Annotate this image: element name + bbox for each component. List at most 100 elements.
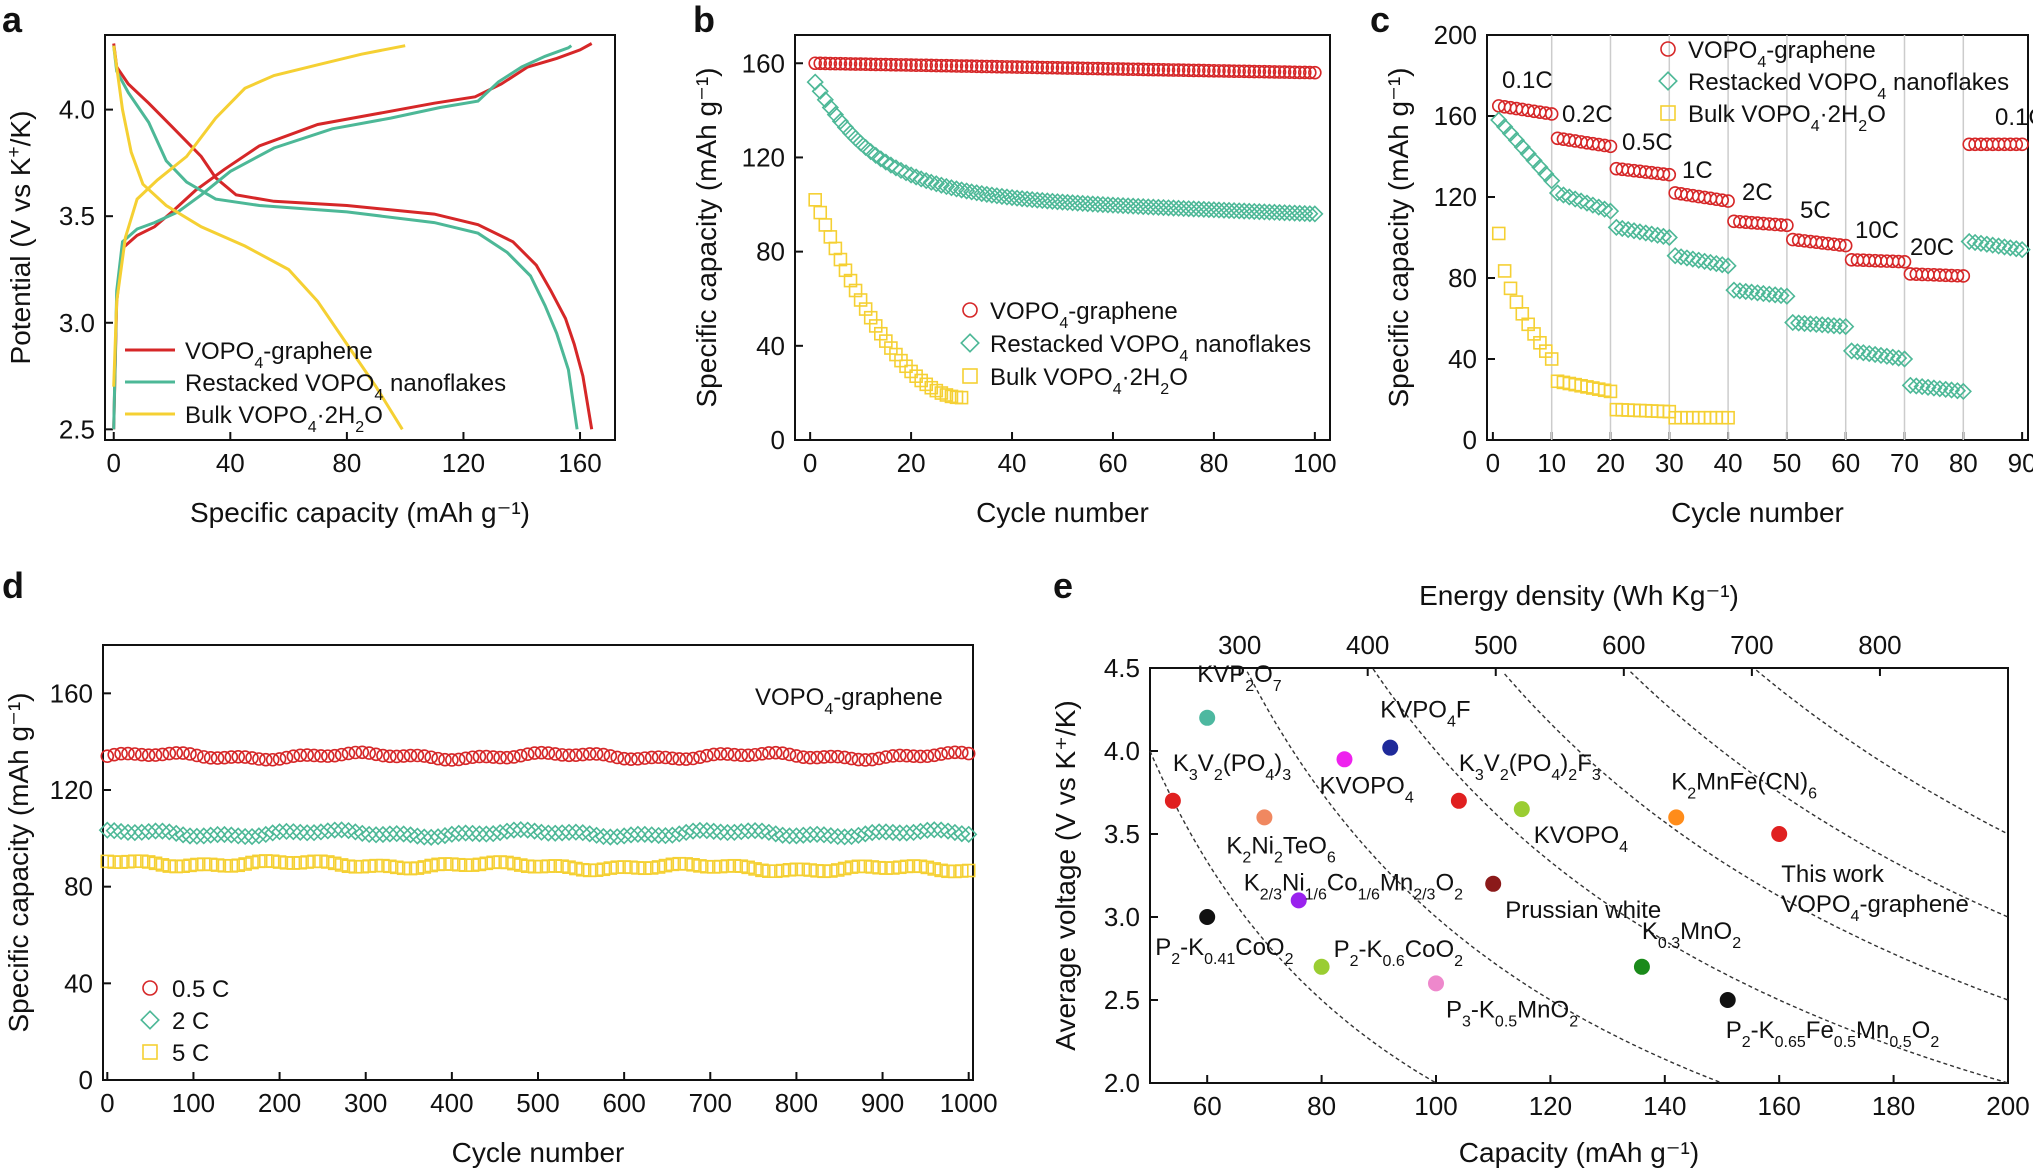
data-point xyxy=(1185,200,1203,218)
data-point xyxy=(307,854,321,869)
data-point xyxy=(856,825,874,843)
data-point xyxy=(594,827,613,846)
y-tick-label: 40 xyxy=(1448,344,1477,374)
x-tick-label: 900 xyxy=(861,1088,904,1118)
data-point xyxy=(1085,61,1100,76)
data-point xyxy=(1267,65,1282,79)
data-point xyxy=(300,855,314,869)
data-point xyxy=(902,166,920,184)
data-point xyxy=(870,823,888,841)
data-point xyxy=(1819,316,1837,334)
legend-marker xyxy=(1660,105,1676,121)
panel-d-long-cycling: 0 100 200 300 400 500 600 700 800 900 1000 0 40 80 120… xyxy=(3,644,998,1168)
data-point xyxy=(1000,60,1014,74)
data-point xyxy=(1126,62,1140,77)
data-point xyxy=(1023,191,1041,209)
data-point xyxy=(553,824,571,842)
data-point xyxy=(1774,218,1788,232)
data-point xyxy=(1055,61,1070,75)
data-point xyxy=(355,859,370,874)
data-point xyxy=(1070,61,1085,76)
y-tick-label: 120 xyxy=(742,142,785,172)
data-point xyxy=(1513,801,1530,818)
data-point xyxy=(849,826,868,845)
data-point xyxy=(1151,62,1166,77)
data-point xyxy=(868,319,883,333)
data-point xyxy=(1013,190,1031,208)
data-point xyxy=(638,751,652,765)
x-tick-label: 120 xyxy=(1529,1091,1572,1121)
data-point xyxy=(1668,809,1685,826)
data-point xyxy=(1106,62,1120,76)
data-point xyxy=(698,821,716,840)
data-point xyxy=(1212,64,1226,78)
data-point xyxy=(190,857,204,872)
data-point xyxy=(1215,201,1233,219)
data-point xyxy=(183,747,197,761)
x-tick-label: 100 xyxy=(1414,1091,1457,1121)
x-tick-label: 140 xyxy=(1643,1091,1686,1121)
data-point xyxy=(1937,380,1955,399)
data-point xyxy=(1275,204,1294,222)
data-point xyxy=(947,180,966,198)
x-tick-label: 1000 xyxy=(940,1088,998,1118)
data-point xyxy=(1872,346,1890,365)
data-point xyxy=(1277,65,1292,79)
data-point xyxy=(711,823,730,841)
data-point xyxy=(1169,199,1188,217)
data-point xyxy=(1701,253,1720,272)
data-point xyxy=(954,390,969,405)
data-point xyxy=(339,821,358,840)
data-point xyxy=(603,861,618,875)
y-tick-label: 3.5 xyxy=(59,201,95,231)
data-point xyxy=(851,859,866,874)
data-point xyxy=(431,751,445,766)
data-point xyxy=(1242,64,1257,79)
data-point xyxy=(1134,198,1152,216)
data-point xyxy=(1217,64,1231,78)
data-point xyxy=(748,747,762,762)
data-point xyxy=(596,747,611,762)
data-point xyxy=(897,164,915,182)
data-point xyxy=(1144,198,1162,216)
data-point xyxy=(581,825,599,843)
data-point xyxy=(1978,235,1996,253)
data-point xyxy=(1972,234,1990,252)
data-point xyxy=(176,746,190,760)
data-point xyxy=(638,861,652,876)
data-point xyxy=(1925,379,1943,397)
point-label: KVPO4F xyxy=(1380,697,1470,731)
y-tick-label: 80 xyxy=(64,872,93,902)
data-point xyxy=(472,749,487,764)
data-point xyxy=(1141,62,1156,77)
data-point xyxy=(321,749,335,763)
data-point xyxy=(208,825,227,844)
data-point xyxy=(1121,62,1135,76)
panel-label-d: d xyxy=(2,565,24,606)
data-point xyxy=(960,825,978,843)
data-point xyxy=(252,854,266,869)
data-point xyxy=(1190,200,1208,218)
data-point xyxy=(1048,193,1067,211)
data-point xyxy=(422,828,440,846)
data-point xyxy=(410,748,425,763)
x-tick-label: 0 xyxy=(107,448,121,478)
data-point xyxy=(470,825,489,843)
data-point xyxy=(1544,107,1559,121)
data-point xyxy=(1643,225,1661,243)
data-point xyxy=(816,91,834,109)
data-point xyxy=(904,364,918,379)
data-point xyxy=(1164,792,1181,809)
data-point xyxy=(892,748,907,763)
data-point xyxy=(527,746,542,760)
x-axis-label: Cycle number xyxy=(1671,497,1844,528)
data-point xyxy=(1895,350,1914,368)
point-label: K2Ni2TeO6 xyxy=(1226,832,1336,866)
data-point xyxy=(889,57,903,72)
data-point xyxy=(1989,237,2008,255)
legend-label: Bulk VOPO4·2H2O xyxy=(1688,101,1886,135)
data-point xyxy=(362,859,376,873)
data-point xyxy=(941,864,955,879)
rate-label: 2C xyxy=(1742,179,1773,206)
data-point xyxy=(927,748,942,763)
